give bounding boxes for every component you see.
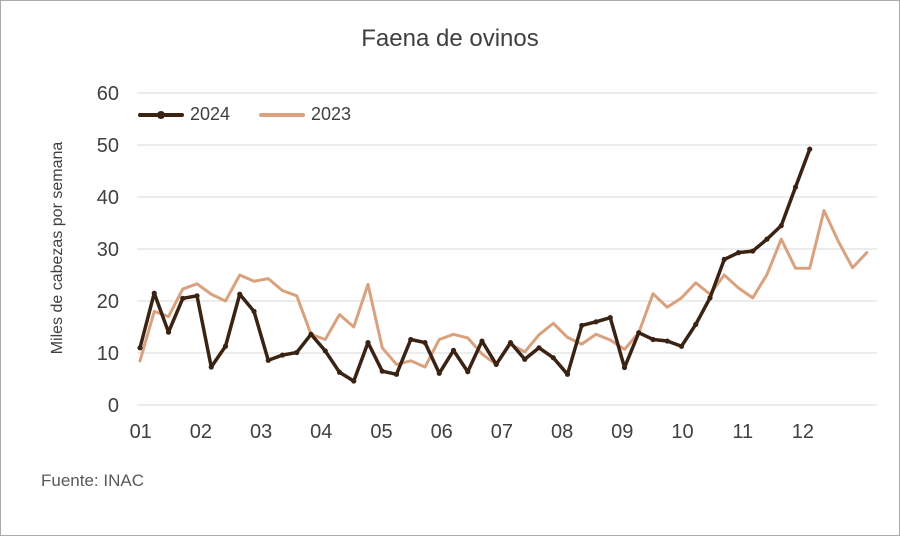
series-marker-2024 <box>422 340 428 346</box>
series-marker-2024 <box>180 295 186 301</box>
x-tick-label: 02 <box>190 421 212 443</box>
series-line-2024 <box>138 147 812 383</box>
y-tick-label: 20 <box>97 291 119 313</box>
y-tick-label: 50 <box>97 135 119 157</box>
x-tick-label: 04 <box>310 421 332 443</box>
x-tick-label: 11 <box>732 421 753 443</box>
series-marker-2024 <box>222 343 229 349</box>
series-marker-2024 <box>194 293 200 299</box>
y-tick-label: 10 <box>97 343 119 365</box>
series-marker-2024 <box>664 338 670 344</box>
legend-label-2024: 2024 <box>190 104 231 124</box>
series-marker-2024 <box>151 290 157 296</box>
series-marker-2024 <box>465 369 471 375</box>
x-tick-label: 07 <box>491 421 513 443</box>
series-marker-2024 <box>294 349 300 356</box>
legend-marker-2024-icon <box>157 110 165 119</box>
series-marker-2024 <box>165 329 172 335</box>
series-marker-2024 <box>550 355 556 361</box>
source-note: Fuente: INAC <box>41 471 144 490</box>
series-marker-2024 <box>336 369 343 375</box>
series-marker-2024 <box>536 345 542 351</box>
series-marker-2024 <box>621 364 628 371</box>
series-marker-2024 <box>778 223 784 229</box>
series-marker-2024 <box>450 347 457 353</box>
series-marker-2024 <box>792 184 799 190</box>
series-marker-2024 <box>137 345 143 351</box>
series-marker-2024 <box>522 356 528 362</box>
y-tick-label: 0 <box>108 395 119 417</box>
series-marker-2024 <box>678 343 685 349</box>
y-tick-label: 60 <box>97 83 119 105</box>
series-marker-2024 <box>493 361 499 368</box>
series-marker-2024 <box>507 340 514 346</box>
series-marker-2024 <box>636 330 642 336</box>
series-marker-2024 <box>564 371 571 377</box>
series-marker-2024 <box>750 248 756 254</box>
series-marker-2024 <box>693 321 699 327</box>
series-line-2023 <box>138 209 869 369</box>
legend-line-2023-icon <box>259 112 305 117</box>
series-marker-2024 <box>265 357 271 363</box>
series-marker-2024 <box>650 336 656 343</box>
series-marker-2024 <box>237 291 243 297</box>
series-marker-2024 <box>735 250 742 256</box>
series-marker-2024 <box>208 364 214 370</box>
legend-label-2023: 2023 <box>311 104 352 124</box>
y-tick-label: 30 <box>97 239 119 261</box>
x-tick-label: 10 <box>671 421 693 443</box>
series-marker-2024 <box>408 336 414 343</box>
series-marker-2024 <box>579 322 585 329</box>
series-marker-2024 <box>593 319 599 325</box>
series-marker-2024 <box>251 308 257 314</box>
series-marker-2024 <box>607 315 613 321</box>
x-tick-label: 05 <box>370 421 392 443</box>
series-marker-2024 <box>279 352 286 358</box>
x-tick-label: 01 <box>130 421 152 443</box>
series-marker-2024 <box>764 236 770 242</box>
y-tick-label: 40 <box>97 187 119 209</box>
series-marker-2024 <box>308 331 314 337</box>
x-tick-label: 09 <box>611 421 633 443</box>
series-marker-2024 <box>351 378 357 384</box>
series-marker-2024 <box>807 146 813 152</box>
series-marker-2024 <box>707 295 713 301</box>
series-marker-2024 <box>721 256 727 262</box>
chart-title: Faena de ovinos <box>361 25 539 52</box>
series-marker-2024 <box>379 368 385 374</box>
x-tick-label: 08 <box>551 421 573 443</box>
series-marker-2024 <box>365 340 371 346</box>
legend-line-2024-icon <box>138 110 184 119</box>
legend-item-2024: 2024 <box>138 104 230 125</box>
series-marker-2024 <box>322 348 328 354</box>
series-marker-2024 <box>393 371 400 377</box>
x-tick-label: 03 <box>250 421 272 443</box>
series-marker-2024 <box>479 338 485 344</box>
series-marker-2024 <box>436 370 442 376</box>
legend-item-2023: 2023 <box>259 104 351 125</box>
x-tick-label: 12 <box>792 421 814 443</box>
x-tick-label: 06 <box>431 421 453 443</box>
